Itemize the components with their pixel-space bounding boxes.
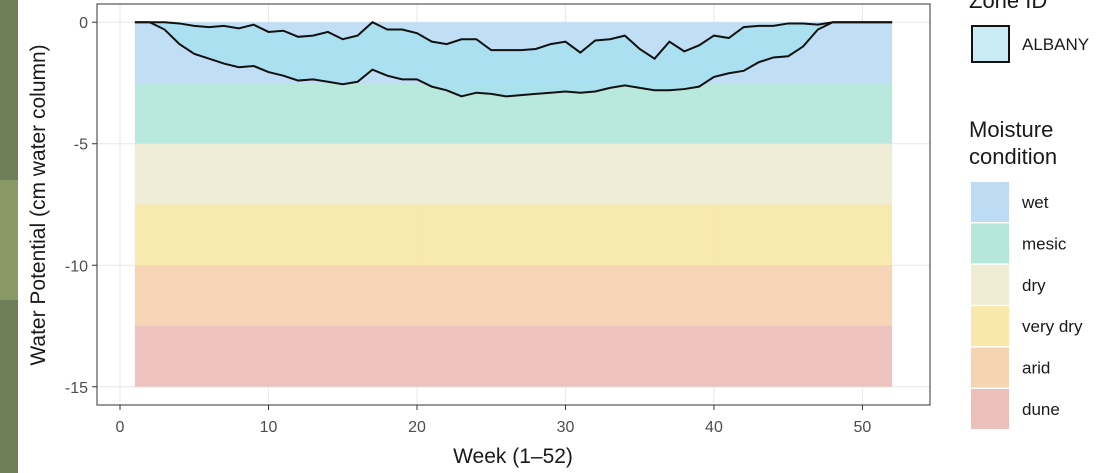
band [134,204,893,266]
x-tick-label: 0 [116,419,125,436]
legend-key [971,347,1009,388]
legend-label: dune [1022,400,1060,419]
band [134,265,893,327]
panel-border [96,3,931,406]
y-tick-label: 0 [79,15,88,32]
ribbon-edge [134,21,893,60]
x-tick-label: 20 [408,419,426,436]
legend-label: wet [1021,193,1049,212]
y-tick-label: -5 [74,137,88,154]
legend-label: dry [1022,276,1046,295]
legend: Zone ID ALBANY Moisture condition wet mesic dr… [969,0,1089,429]
legend-key [971,223,1009,264]
legend-label: very dry [1022,317,1083,336]
legend-key [971,25,1010,63]
legend-title: Moisture condition [969,117,1057,169]
x-tick-label: 40 [705,419,723,436]
photo-strip [0,180,18,300]
band [134,143,893,205]
y-axis-title: Water Potential (cm water column) [27,44,50,365]
y-tick-label: -15 [65,380,88,397]
legend-key [971,306,1009,347]
legend-key [971,182,1009,222]
x-tick-label: 10 [260,419,278,436]
ribbon-edge [134,21,893,98]
legend-key [971,389,1009,429]
y-tick-label: -10 [65,258,88,275]
band [134,326,893,387]
ribbon [134,22,893,97]
x-tick-label: 30 [557,419,575,436]
marks [134,21,893,98]
legend-key [971,264,1009,305]
x-tick-label: 50 [854,419,872,436]
legend-title: Zone ID [969,0,1047,13]
axes: 0 10 20 30 40 50 0 -5 -10 -15 [65,15,872,436]
legend-label: ALBANY [1022,35,1089,54]
x-axis-title: Week (1–52) [453,445,573,468]
legend-label: arid [1022,359,1050,378]
legend-label: mesic [1022,234,1067,253]
